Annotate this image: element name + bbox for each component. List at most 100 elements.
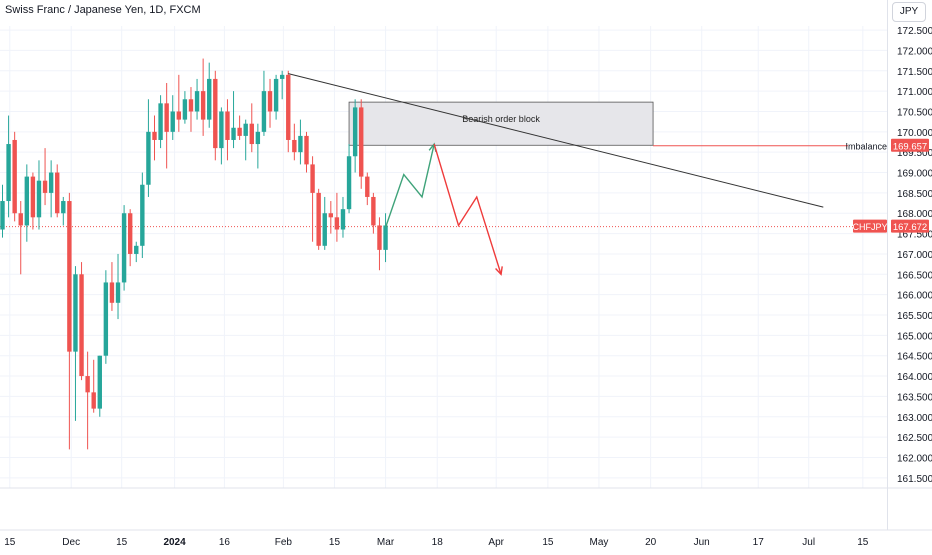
candle-body [261, 91, 267, 132]
x-tick-label: May [589, 537, 608, 548]
y-tick-label: 161.500 [897, 474, 932, 485]
x-tick-label: 15 [116, 537, 128, 548]
candle-body [213, 78, 218, 149]
candle [267, 78, 273, 128]
y-tick-label: 166.500 [897, 270, 932, 281]
candle-body [237, 127, 242, 136]
currency-unit-button[interactable]: JPY [892, 2, 926, 22]
candle [249, 103, 254, 153]
candle-body [249, 123, 254, 145]
candle-body [316, 192, 321, 246]
candle [24, 164, 30, 242]
candle-body [346, 156, 352, 210]
candle [134, 241, 139, 263]
candle [55, 164, 60, 218]
x-tick-label: 20 [645, 537, 657, 548]
candle-body [85, 376, 90, 393]
candle [42, 148, 48, 206]
candle [18, 201, 23, 275]
y-tick-label: 170.000 [897, 128, 932, 139]
candle-body [255, 131, 261, 145]
candle-body [134, 245, 139, 254]
candle-body [79, 274, 84, 377]
candle-body [352, 107, 358, 157]
candle [36, 160, 42, 230]
candle-body [97, 355, 102, 409]
candle [140, 172, 145, 259]
y-tick-label: 168.000 [897, 209, 932, 220]
candle-body [182, 99, 188, 120]
y-tick-label: 167.000 [897, 250, 932, 261]
candle [371, 192, 376, 234]
candle [243, 119, 248, 161]
candle [61, 196, 66, 226]
y-tick-label: 171.000 [897, 87, 932, 98]
candle-body [225, 111, 230, 140]
symbol-tag: CHFJPY [852, 222, 887, 232]
projection-up-path [384, 143, 435, 228]
candle-body [267, 91, 273, 112]
candle-body [121, 213, 127, 283]
candle-body [152, 131, 157, 140]
candle-body [310, 164, 315, 193]
candle [231, 91, 236, 149]
x-tick-label: 15 [542, 537, 554, 548]
candle-body [109, 282, 115, 303]
candle [200, 58, 206, 136]
imbalance-price-tag-bg [891, 138, 929, 152]
candle-body [164, 103, 169, 132]
y-tick-label: 172.500 [897, 26, 932, 37]
candle [30, 172, 36, 230]
candle-body [219, 111, 224, 149]
y-tick-label: 165.500 [897, 311, 932, 322]
candle [194, 78, 200, 120]
candle-body [377, 225, 382, 250]
candle-body [231, 127, 236, 140]
x-tick-label: Apr [488, 537, 504, 548]
candle [273, 74, 279, 120]
y-tick-label: 165.000 [897, 331, 932, 342]
candle-body [48, 172, 54, 193]
candle-body [243, 123, 248, 136]
candle [225, 99, 230, 161]
candle-body [194, 91, 200, 112]
y-tick-label: 169.000 [897, 169, 932, 180]
x-tick-label: 17 [753, 537, 765, 548]
candle [85, 351, 90, 450]
candle-body [158, 103, 163, 140]
candle-body [103, 282, 109, 356]
candle-body [18, 213, 23, 226]
x-tick-label: Dec [62, 537, 80, 548]
candle-body [328, 213, 334, 218]
candle [115, 253, 121, 320]
candle [255, 123, 261, 169]
candle [97, 355, 102, 417]
candle [6, 115, 11, 218]
candle-body [176, 111, 182, 120]
last-price-tag-bg [891, 219, 929, 233]
candle [316, 188, 321, 250]
candle-body [298, 135, 303, 153]
candle [127, 209, 133, 267]
y-tick-label: 171.500 [897, 67, 932, 78]
candle [188, 87, 194, 132]
y-tick-label: 172.000 [897, 46, 932, 57]
candle [12, 131, 17, 222]
y-tick-label: 163.500 [897, 392, 932, 403]
candle [170, 95, 175, 140]
candle [158, 95, 163, 149]
candle [383, 213, 388, 263]
y-tick-label: 164.000 [897, 372, 932, 383]
candle-body [24, 176, 30, 226]
candle-body [127, 213, 133, 254]
y-tick-label: 164.500 [897, 352, 932, 363]
x-tick-label: 15 [329, 537, 341, 548]
candle [279, 70, 285, 100]
candle [359, 99, 364, 189]
y-tick-label: 169.500 [897, 148, 932, 159]
candle [164, 82, 169, 169]
y-tick-label: 166.000 [897, 291, 932, 302]
x-tick-label: 15 [857, 537, 869, 548]
